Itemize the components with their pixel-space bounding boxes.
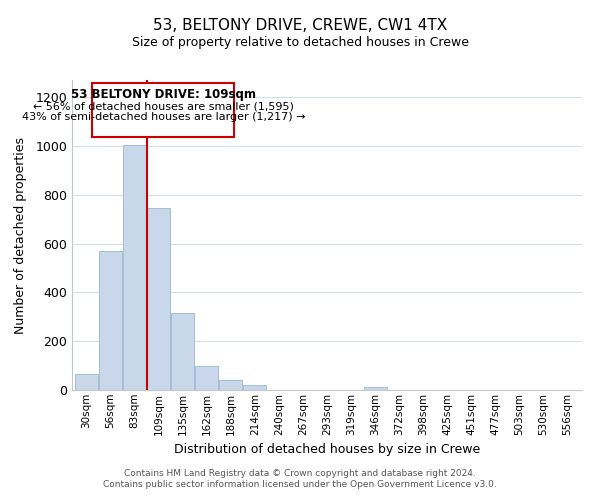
FancyBboxPatch shape [92, 83, 235, 136]
Y-axis label: Number of detached properties: Number of detached properties [14, 136, 27, 334]
Bar [195, 366, 218, 390]
Text: Contains HM Land Registry data © Crown copyright and database right 2024.: Contains HM Land Registry data © Crown c… [124, 468, 476, 477]
Bar [99, 251, 122, 390]
Bar [364, 387, 386, 390]
Bar [147, 208, 170, 390]
Bar [220, 380, 242, 390]
Text: 43% of semi-detached houses are larger (1,217) →: 43% of semi-detached houses are larger (… [22, 112, 305, 122]
Text: Size of property relative to detached houses in Crewe: Size of property relative to detached ho… [131, 36, 469, 49]
X-axis label: Distribution of detached houses by size in Crewe: Distribution of detached houses by size … [174, 443, 480, 456]
Text: 53, BELTONY DRIVE, CREWE, CW1 4TX: 53, BELTONY DRIVE, CREWE, CW1 4TX [153, 18, 447, 32]
Bar [123, 144, 146, 390]
Text: Contains public sector information licensed under the Open Government Licence v3: Contains public sector information licen… [103, 480, 497, 489]
Text: 53 BELTONY DRIVE: 109sqm: 53 BELTONY DRIVE: 109sqm [71, 88, 256, 102]
Bar [244, 385, 266, 390]
Text: ← 56% of detached houses are smaller (1,595): ← 56% of detached houses are smaller (1,… [33, 101, 294, 111]
Bar [75, 374, 98, 390]
Bar [171, 313, 194, 390]
